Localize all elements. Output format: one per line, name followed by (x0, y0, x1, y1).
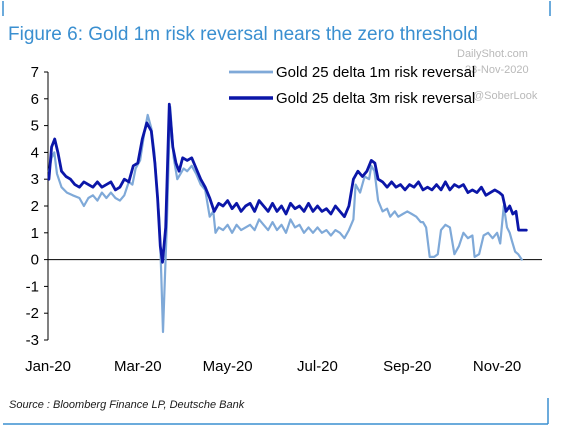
y-tick-label: 3 (31, 171, 39, 188)
chart-legend: Gold 25 delta 1m risk reversal Gold 25 de… (229, 64, 475, 107)
watermark-date: 23-Nov-2020 (465, 64, 529, 76)
chart-title: Figure 6: Gold 1m risk reversal nears th… (8, 24, 478, 45)
y-tick-label: -1 (26, 278, 39, 295)
y-tick-label: -2 (26, 305, 39, 322)
series-line-1m (47, 105, 523, 334)
y-tick-label: -3 (26, 332, 39, 349)
y-tick-label: 0 (31, 252, 39, 269)
legend-label-3m: Gold 25 delta 3m risk reversal (276, 90, 475, 107)
x-tick-label: Nov-20 (473, 358, 521, 375)
x-tick-label: Sep-20 (383, 358, 431, 375)
x-tick-label: Jul-20 (297, 358, 338, 375)
y-tick-label: 1 (31, 225, 39, 242)
series-line-3m (47, 102, 528, 264)
x-tick-label: Jan-20 (25, 358, 71, 375)
legend-label-1m: Gold 25 delta 1m risk reversal (276, 64, 475, 81)
x-tick-label: Mar-20 (114, 358, 162, 375)
watermark-site: DailyShot.com (457, 48, 528, 60)
watermark-handle: @SoberLook (473, 90, 538, 102)
y-tick-label: 5 (31, 118, 39, 135)
y-tick-label: 6 (31, 91, 39, 108)
chart-series (47, 102, 528, 334)
source-note: Source : Bloomberg Finance LP, Deutsche … (9, 399, 245, 411)
y-tick-label: 4 (31, 144, 39, 161)
y-tick-label: 2 (31, 198, 39, 215)
chart-axes: 7 6 5 4 3 2 1 0 -1 -2 -3 Jan-20 Mar-20 May-20 Jul-20 Se… (25, 64, 542, 375)
y-tick-label: 7 (31, 64, 39, 81)
figure-frame (2, 1, 551, 425)
x-tick-label: May-20 (203, 358, 253, 375)
